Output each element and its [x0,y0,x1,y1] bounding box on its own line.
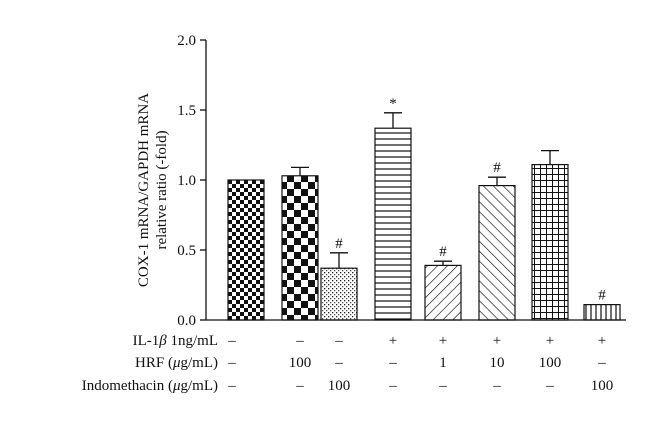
y-tick-label: 0.0 [177,313,196,329]
condition-label: Indomethacin (μg/mL) [82,378,218,394]
condition-cell: + [439,333,447,349]
bar [424,264,462,321]
condition-cell: + [598,333,606,349]
bar [583,304,621,321]
significance-marker: # [439,244,447,260]
condition-cell: – [334,355,343,371]
y-tick-label: 1.0 [177,173,196,189]
condition-cell: – [227,355,236,371]
condition-cell: – [438,378,447,394]
condition-cell: – [388,355,397,371]
significance-marker: # [335,236,343,252]
condition-cell: 100 [289,355,312,371]
condition-cell: 10 [490,355,505,371]
condition-cell: – [545,378,554,394]
condition-label: HRF (μg/mL) [135,355,218,371]
y-tick-label: 0.5 [177,243,196,259]
condition-cell: 100 [591,378,614,394]
y-tick-label: 1.5 [177,103,196,119]
y-axis: 0.0 0.5 1.0 1.5 2.0 [177,33,207,329]
condition-cell: – [334,333,343,349]
condition-cell: – [597,355,606,371]
condition-cell: + [389,333,397,349]
condition-cell: + [493,333,501,349]
y-axis-title: COX-1 mRNA/GAPDH mRNA relative ratio (-f… [136,93,170,287]
bar [531,164,569,321]
bar [478,185,516,321]
condition-label: IL-1β 1ng/mL [133,333,218,349]
bar [281,175,319,321]
condition-cell: – [227,333,236,349]
bar [320,267,358,321]
significance-marker: * [389,96,397,112]
y-axis-title-line1: COX-1 mRNA/GAPDH mRNA [136,93,152,287]
condition-cell: – [492,378,501,394]
condition-cell: – [295,378,304,394]
significance-marker: # [598,288,606,304]
bar [374,127,412,321]
condition-cell: 1 [439,355,447,371]
significance-marker: # [493,160,501,176]
condition-cell: 100 [328,378,351,394]
y-tick-label: 2.0 [177,33,196,49]
y-axis-title-line2: relative ratio (-fold) [154,130,170,249]
condition-cell: + [546,333,554,349]
condition-cell: – [388,378,397,394]
condition-table: IL-1β 1ng/mL – – – + + + + +HRF (μg/mL) –100– –1 10… [82,333,614,394]
condition-cell: 100 [539,355,562,371]
bars: # * # # # [227,96,621,321]
condition-cell: – [295,333,304,349]
bar [227,179,265,321]
condition-cell: – [227,378,236,394]
